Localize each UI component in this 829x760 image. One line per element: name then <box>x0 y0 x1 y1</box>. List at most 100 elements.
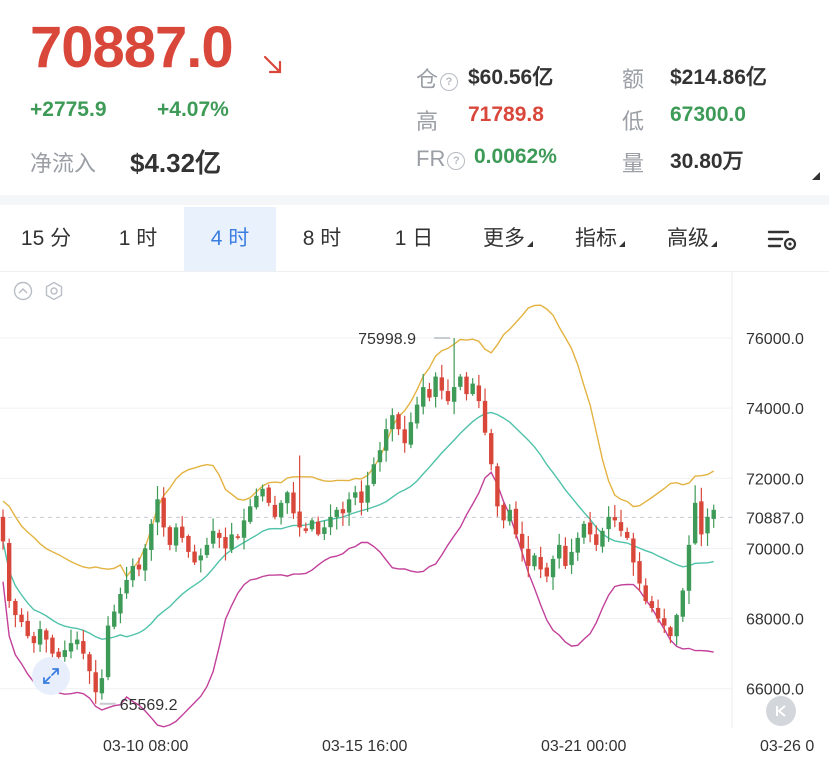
candle-body <box>600 530 605 547</box>
candle-body <box>0 516 6 542</box>
candle-body <box>377 450 383 463</box>
boll-mid-line <box>2 411 714 640</box>
candle-body <box>210 530 216 544</box>
candle-body <box>538 556 543 570</box>
candle-body <box>470 383 475 395</box>
candle-body <box>155 499 160 523</box>
expand-icon <box>43 668 59 684</box>
help-icon[interactable]: ? <box>440 73 459 91</box>
candle-body <box>260 488 265 497</box>
candle-body <box>303 528 309 531</box>
tab-1d[interactable]: 1 日 <box>394 227 434 250</box>
fullscreen-button[interactable] <box>32 657 70 695</box>
candlestick-chart[interactable]: 76000.0 74000.0 72000.0 70000.0 68000.0 66000… <box>0 272 829 760</box>
net-inflow-value: $4.32亿 <box>130 148 222 178</box>
candle-body <box>235 536 241 538</box>
tab-advanced[interactable]: 高级 <box>646 207 738 271</box>
collapse-icon[interactable] <box>13 281 33 301</box>
candle-body <box>513 508 519 535</box>
net-inflow-label: 净流入 <box>30 151 97 176</box>
min-price-label: 65569.2 <box>120 697 178 714</box>
expand-corner-icon[interactable] <box>812 172 820 180</box>
candle-body <box>149 523 154 550</box>
candle-body <box>62 650 67 657</box>
candle-body <box>402 429 407 444</box>
candle-body <box>278 502 284 518</box>
candle-body <box>594 534 599 545</box>
candle-body <box>526 548 531 566</box>
candle-body <box>346 499 352 513</box>
indicator-settings-icon[interactable] <box>44 281 64 301</box>
candle-body <box>204 544 210 556</box>
candle-body <box>643 585 648 602</box>
candle-body <box>285 492 290 504</box>
boll-lower-line <box>2 471 714 728</box>
candle-body <box>612 517 618 521</box>
tab-indicators[interactable]: 指标 <box>554 207 646 271</box>
candle-body <box>618 522 624 531</box>
candle-body <box>624 531 630 538</box>
y-tick-label: 72000.0 <box>746 471 804 488</box>
candle-body <box>532 555 537 567</box>
candle-body <box>99 678 105 694</box>
chart-settings-icon[interactable] <box>766 227 798 253</box>
low-value: 67300.0 <box>670 103 746 126</box>
candle-body <box>130 565 135 581</box>
y-tick-label: 70000.0 <box>746 541 804 558</box>
funding-rate-label: FR? <box>416 146 466 172</box>
dropdown-caret-icon <box>711 241 717 247</box>
price-change-percent: +4.07% <box>157 98 229 121</box>
candle-body <box>581 523 587 538</box>
candle-body <box>248 506 253 522</box>
candle-body <box>173 527 179 546</box>
low-label: 低 <box>622 109 645 134</box>
x-tick-label: 03-10 08:00 <box>103 738 189 755</box>
candle-body <box>266 487 271 503</box>
help-icon[interactable]: ? <box>447 152 466 170</box>
candle-body <box>161 497 166 528</box>
volume-label: 量 <box>622 151 645 176</box>
candle-body <box>315 521 321 535</box>
candle-body <box>482 400 488 433</box>
candle-body <box>699 501 704 535</box>
candle-body <box>37 629 43 645</box>
candle-body <box>118 594 123 614</box>
candle-body <box>408 422 414 445</box>
candle-body <box>686 544 692 591</box>
candle-body <box>371 464 376 484</box>
tab-more[interactable]: 更多 <box>462 207 554 271</box>
price-change: +2775.9 <box>30 98 107 121</box>
candle-body <box>334 509 339 518</box>
candle-body <box>587 522 593 535</box>
x-tick-label: 03-26 0 <box>760 738 814 755</box>
candle-body <box>297 511 302 528</box>
candle-body <box>192 551 197 563</box>
candle-body <box>674 615 679 637</box>
candle-body <box>74 639 80 645</box>
volume-value: 30.80万 <box>670 150 744 173</box>
candle-body <box>501 504 506 521</box>
candle-body <box>390 415 395 430</box>
candle-body <box>309 520 315 530</box>
candle-body <box>421 387 426 407</box>
candle-body <box>396 414 401 430</box>
candle-body <box>31 636 37 644</box>
tab-15m[interactable]: 15 分 <box>20 227 72 250</box>
tab-1h[interactable]: 1 时 <box>118 227 158 250</box>
tab-8h[interactable]: 8 时 <box>302 227 342 250</box>
candle-body <box>563 545 568 566</box>
candle-body <box>136 564 142 570</box>
open-interest-label: 仓? <box>416 62 459 94</box>
candle-body <box>105 625 111 678</box>
candle-body <box>655 607 661 619</box>
candle-body <box>662 618 667 626</box>
candle-body <box>507 509 512 522</box>
candle-body <box>272 504 278 517</box>
candle-body <box>365 485 370 503</box>
candle-body <box>112 611 117 627</box>
candle-body <box>383 429 389 451</box>
y-tick-label: 68000.0 <box>746 612 804 629</box>
jump-to-latest-button[interactable] <box>766 696 796 726</box>
tab-4h[interactable]: 4 时 <box>184 207 276 271</box>
candle-body <box>93 672 98 693</box>
